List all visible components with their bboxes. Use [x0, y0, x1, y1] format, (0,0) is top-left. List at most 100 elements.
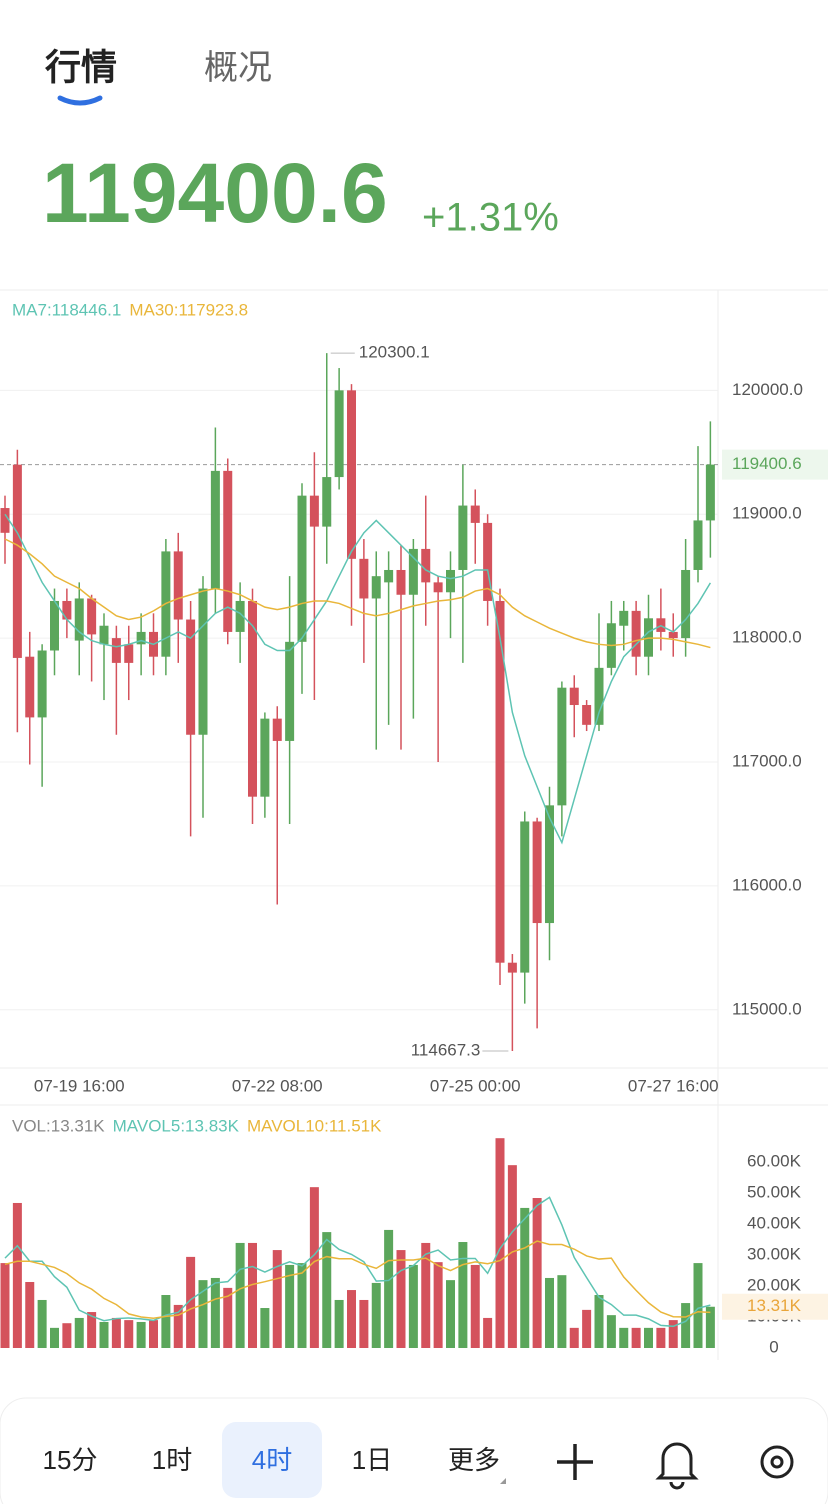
candle-body [124, 644, 134, 663]
gear-hub [770, 1455, 784, 1469]
last-price-marker [722, 449, 828, 480]
tab-active[interactable]: 行情 [45, 47, 117, 88]
volume-bar [371, 1282, 381, 1348]
volume-bar [322, 1232, 332, 1348]
volume-bar [693, 1263, 703, 1348]
volume-bar [594, 1295, 604, 1348]
candle-body [545, 805, 554, 924]
tab-underline [57, 95, 103, 106]
more-button[interactable]: 更多 [448, 1445, 500, 1475]
volume-bar [458, 1242, 468, 1348]
legend-entry: MAVOL10:11.51K [247, 1116, 382, 1135]
y-tick-label: 40.00K [747, 1214, 802, 1233]
y-tick-label: 0 [769, 1337, 778, 1356]
volume-bar [705, 1306, 715, 1348]
volume-bar [421, 1242, 431, 1348]
volume-bar [569, 1327, 579, 1348]
candle-body [210, 470, 220, 589]
volume-bar [124, 1320, 134, 1348]
volume-bar [198, 1280, 208, 1348]
volume-bar [62, 1323, 72, 1348]
y-tick-label: 50.00K [747, 1183, 802, 1202]
volume-bar [681, 1303, 691, 1348]
x-tick-label: 07-25 00:00 [430, 1076, 521, 1095]
candle-body [594, 667, 604, 725]
candle-body [557, 687, 567, 806]
candle-body [37, 650, 47, 718]
legend-entry: MAVOL5:13.83K [113, 1116, 240, 1135]
candle-body [62, 600, 72, 620]
candle-body [235, 600, 245, 632]
y-tick-label: 20.00K [747, 1276, 802, 1295]
current-volume-marker [722, 1293, 828, 1320]
candle-body [285, 641, 295, 741]
tab[interactable]: 概况 [204, 49, 272, 87]
candle-body [25, 656, 35, 718]
volume-bar [631, 1327, 641, 1348]
candle-body [446, 569, 455, 593]
candle-body [322, 477, 332, 527]
volume-bar [136, 1321, 146, 1348]
candle-body [705, 464, 715, 521]
volume-bar [260, 1308, 270, 1348]
x-tick-label: 07-19 16:00 [34, 1076, 125, 1095]
volume-bar [37, 1299, 47, 1348]
interval-button[interactable]: 4时 [252, 1445, 292, 1475]
plot: 115000.0 116000.0 117000.0 118000.0 119000.0… [0, 300, 828, 1356]
volume-bar [619, 1327, 629, 1348]
volume-bar [446, 1280, 455, 1348]
alert-icon[interactable] [655, 1442, 699, 1490]
legend-entry: MA30:117923.8 [129, 300, 248, 319]
candle-body [371, 576, 381, 599]
volume-bar [520, 1207, 530, 1348]
volume-bar [668, 1320, 678, 1348]
volume-bar [582, 1309, 592, 1348]
ma-line [4, 538, 711, 649]
volume-bar [656, 1327, 666, 1348]
y-tick-label: 120000.0 [732, 380, 803, 399]
interval-button[interactable]: 1时 [152, 1445, 192, 1475]
candle-body [223, 470, 233, 632]
interval-button[interactable]: 15分 [43, 1445, 98, 1475]
volume-bar [74, 1317, 84, 1348]
candle-body [309, 495, 319, 527]
volume-bar [532, 1198, 542, 1348]
add-icon[interactable] [557, 1444, 593, 1480]
volume-bar [557, 1275, 567, 1348]
candle-body [347, 390, 356, 559]
settings-icon[interactable] [760, 1445, 794, 1479]
candle-body [272, 718, 282, 741]
volume-bar [25, 1281, 35, 1348]
volume-bar [483, 1317, 493, 1348]
last-price-label: 119400.6 [732, 454, 802, 473]
candle-body [248, 600, 257, 797]
active-button-bg [222, 1422, 322, 1498]
candle-body [260, 718, 270, 797]
interval-button[interactable]: 1日 [352, 1445, 392, 1475]
volume-bar [545, 1277, 554, 1348]
candle-body [569, 687, 579, 706]
y-tick-label: 30.00K [747, 1245, 802, 1264]
candle-body [0, 508, 10, 533]
candle-body [495, 600, 505, 963]
candle-body [99, 625, 109, 645]
candle-body [198, 588, 208, 735]
volume-bar [248, 1242, 257, 1348]
x-tick-label: 07-27 16:00 [628, 1076, 719, 1095]
volume-bar [334, 1299, 344, 1348]
candle-body [681, 569, 691, 639]
candle-body [111, 638, 121, 663]
last-price: 119400.6 [42, 146, 388, 240]
volume-bar [173, 1304, 183, 1348]
volume-bar [223, 1287, 233, 1348]
y-tick-label: 60.00K [747, 1152, 802, 1171]
volume-bar [347, 1290, 356, 1348]
more-indicator [500, 1478, 506, 1484]
y-tick-label: 116000.0 [732, 875, 802, 894]
volume-bar [272, 1250, 282, 1348]
candle-body [520, 821, 530, 973]
volume-bar [210, 1277, 220, 1348]
candle-body [136, 631, 146, 645]
y-tick-label: 118000.0 [732, 628, 802, 647]
